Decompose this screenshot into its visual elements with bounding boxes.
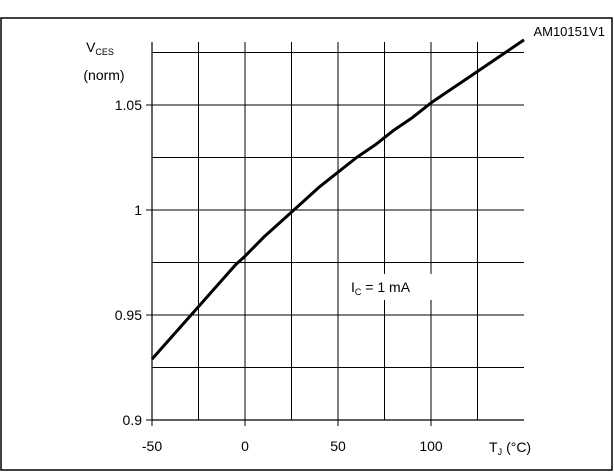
annotation-rest: = 1 mA [361, 279, 410, 295]
annotation-sub: C [355, 287, 362, 297]
annotation-main: I [351, 279, 355, 295]
y-axis-label: VCES [86, 39, 114, 57]
axis-ticks: 0.9 0.95 1 1.05 -50 0 50 100 [115, 97, 443, 454]
x-tick-label: 0 [241, 438, 249, 454]
series-line [150, 38, 525, 361]
y-axis-unit: (norm) [83, 67, 124, 83]
figure-frame [0, 17, 613, 471]
annotation-layer: IC = 1 mA [345, 273, 438, 300]
y-axis-label-main: V [86, 39, 96, 55]
grid [151, 42, 524, 421]
y-tick-label: 1 [134, 202, 142, 218]
x-tick-label: 100 [419, 438, 443, 454]
x-axis-label: TJ (°C) [489, 439, 531, 457]
y-tick-label: 1.05 [115, 97, 142, 113]
y-tick-label: 0.9 [123, 412, 143, 428]
annotation-background [345, 273, 438, 300]
x-axis-label-unit: (°C) [506, 439, 531, 455]
x-tick-label: 50 [330, 438, 346, 454]
current-annotation: IC = 1 mA [351, 279, 411, 297]
y-tick-label: 0.95 [115, 307, 142, 323]
series-layer [150, 38, 525, 361]
x-axis-label-sub: J [498, 447, 503, 457]
chart-id-label: AM10151V1 [533, 24, 605, 39]
x-axis-label-main: T [489, 439, 498, 455]
y-axis-label-sub: CES [95, 47, 114, 57]
x-tick-label: -50 [142, 438, 162, 454]
